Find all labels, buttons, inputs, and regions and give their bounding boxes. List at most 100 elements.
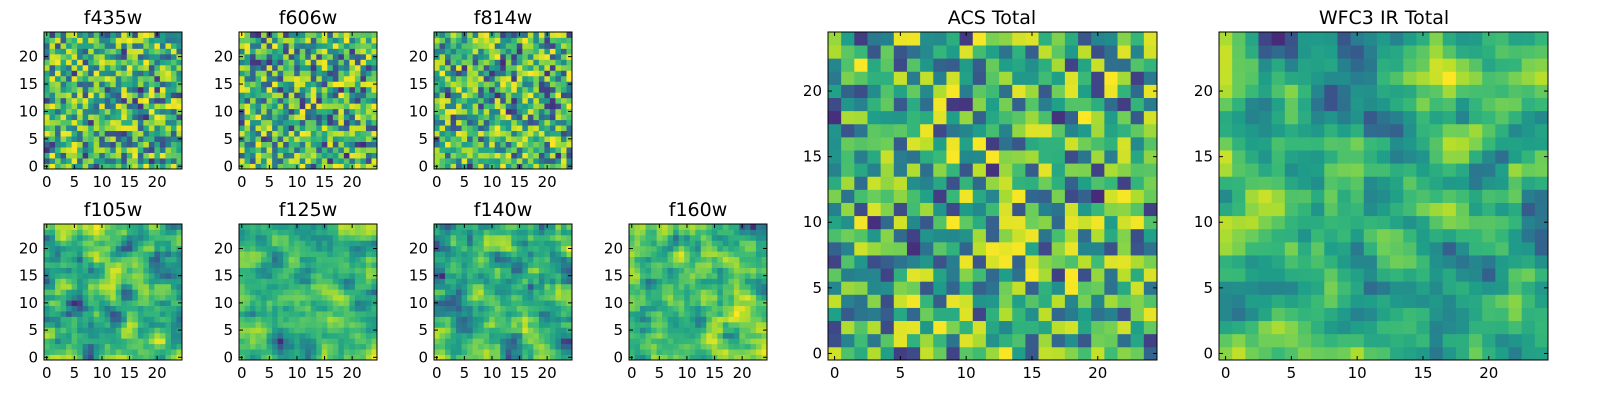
heatmap-cell xyxy=(261,92,267,99)
heatmap-cell xyxy=(662,354,669,361)
heatmap-cell xyxy=(310,278,317,285)
heatmap-cell xyxy=(115,278,122,285)
heatmap-cell xyxy=(93,305,100,312)
heatmap-cell xyxy=(343,75,350,82)
heatmap-cell xyxy=(126,59,133,66)
heatmap-cell xyxy=(310,70,317,77)
heatmap-cell xyxy=(555,86,562,93)
heatmap-cell xyxy=(255,343,262,350)
heatmap-cell xyxy=(511,224,518,230)
heatmap-cell xyxy=(44,338,50,345)
heatmap-cell xyxy=(684,289,691,296)
heatmap-cell xyxy=(310,321,317,328)
heatmap-cell xyxy=(1117,241,1132,256)
heatmap-cell xyxy=(66,86,72,93)
heatmap-cell xyxy=(170,141,177,148)
heatmap-cell xyxy=(500,59,507,66)
heatmap-cell xyxy=(739,262,746,268)
heatmap-cell xyxy=(640,321,646,328)
heatmap-cell xyxy=(272,311,279,317)
heatmap-cell xyxy=(985,333,1000,348)
heatmap-cell xyxy=(60,332,67,339)
heatmap-cell xyxy=(560,163,567,170)
heatmap-cell xyxy=(566,267,573,274)
heatmap-cell xyxy=(450,114,457,121)
heatmap-cell xyxy=(761,338,768,345)
heatmap-cell xyxy=(1117,176,1132,190)
heatmap-cell xyxy=(176,119,183,126)
heatmap-cell xyxy=(689,289,696,296)
heatmap-cell xyxy=(555,53,562,60)
heatmap-cell xyxy=(354,251,361,258)
heatmap-cell xyxy=(511,262,518,268)
heatmap-cell xyxy=(434,278,440,285)
heatmap-cell xyxy=(662,267,669,274)
heatmap-cell xyxy=(445,245,451,252)
heatmap-cell xyxy=(516,245,523,252)
heatmap-cell xyxy=(288,240,295,247)
heatmap-cell xyxy=(645,294,652,301)
heatmap-cell xyxy=(137,53,144,60)
heatmap-cell xyxy=(60,349,67,355)
heatmap-cell xyxy=(906,333,921,348)
heatmap-cell xyxy=(634,349,641,355)
heatmap-cell xyxy=(489,327,496,334)
heatmap-cell xyxy=(629,332,635,339)
heatmap-cell xyxy=(159,343,166,350)
heatmap-cell xyxy=(170,278,177,285)
heatmap-cell xyxy=(744,224,751,230)
heatmap-cell xyxy=(656,300,663,306)
heatmap-cell xyxy=(288,278,295,285)
heatmap-cell xyxy=(527,114,534,121)
heatmap-cell xyxy=(450,240,457,247)
heatmap-cell xyxy=(522,42,529,49)
heatmap-cell xyxy=(360,97,367,104)
heatmap-cell xyxy=(66,81,72,88)
heatmap-cell xyxy=(327,81,334,88)
heatmap-cell xyxy=(93,48,100,55)
heatmap-cell xyxy=(261,86,267,93)
heatmap-cell xyxy=(272,48,279,55)
heatmap-cell xyxy=(972,163,987,177)
heatmap-cell xyxy=(354,294,361,301)
heatmap-cell xyxy=(250,349,256,355)
heatmap-cell xyxy=(327,300,334,306)
heatmap-cell xyxy=(55,125,61,132)
heatmap-cell xyxy=(104,125,111,132)
heatmap-cell xyxy=(104,152,111,159)
heatmap-cell xyxy=(126,48,133,55)
heatmap-cell xyxy=(365,75,372,82)
heatmap-cell xyxy=(115,48,122,55)
heatmap-cell xyxy=(505,300,512,306)
heatmap-cell xyxy=(148,305,155,312)
heatmap-cell xyxy=(77,103,84,110)
heatmap-cell xyxy=(143,103,150,110)
heatmap-cell xyxy=(722,327,729,334)
heatmap-cell xyxy=(71,141,78,148)
heatmap-cell xyxy=(651,289,657,296)
heatmap-cell xyxy=(755,332,762,339)
heatmap-cell xyxy=(522,86,529,93)
heatmap-cell xyxy=(239,229,245,236)
heatmap-cell xyxy=(527,283,534,290)
heatmap-cell xyxy=(651,305,657,312)
heatmap-cell xyxy=(305,53,312,60)
heatmap-cell xyxy=(511,163,518,170)
heatmap-cell xyxy=(170,305,177,312)
heatmap-cell xyxy=(88,136,95,142)
heatmap-cell xyxy=(99,108,106,115)
heatmap-cell xyxy=(143,300,150,306)
heatmap-cell xyxy=(327,283,334,290)
heatmap-cell xyxy=(316,262,323,268)
heatmap-cell xyxy=(170,53,177,60)
heatmap-cell xyxy=(985,346,1000,361)
heatmap-cell xyxy=(288,97,295,104)
heatmap-cell xyxy=(1117,294,1132,308)
heatmap-cell xyxy=(154,272,161,279)
heatmap-cell xyxy=(549,147,556,153)
heatmap-cell xyxy=(371,283,378,290)
heatmap-cell xyxy=(684,349,691,355)
heatmap-cell xyxy=(126,278,133,285)
heatmap-cell xyxy=(555,354,562,361)
heatmap-cell xyxy=(933,320,947,335)
